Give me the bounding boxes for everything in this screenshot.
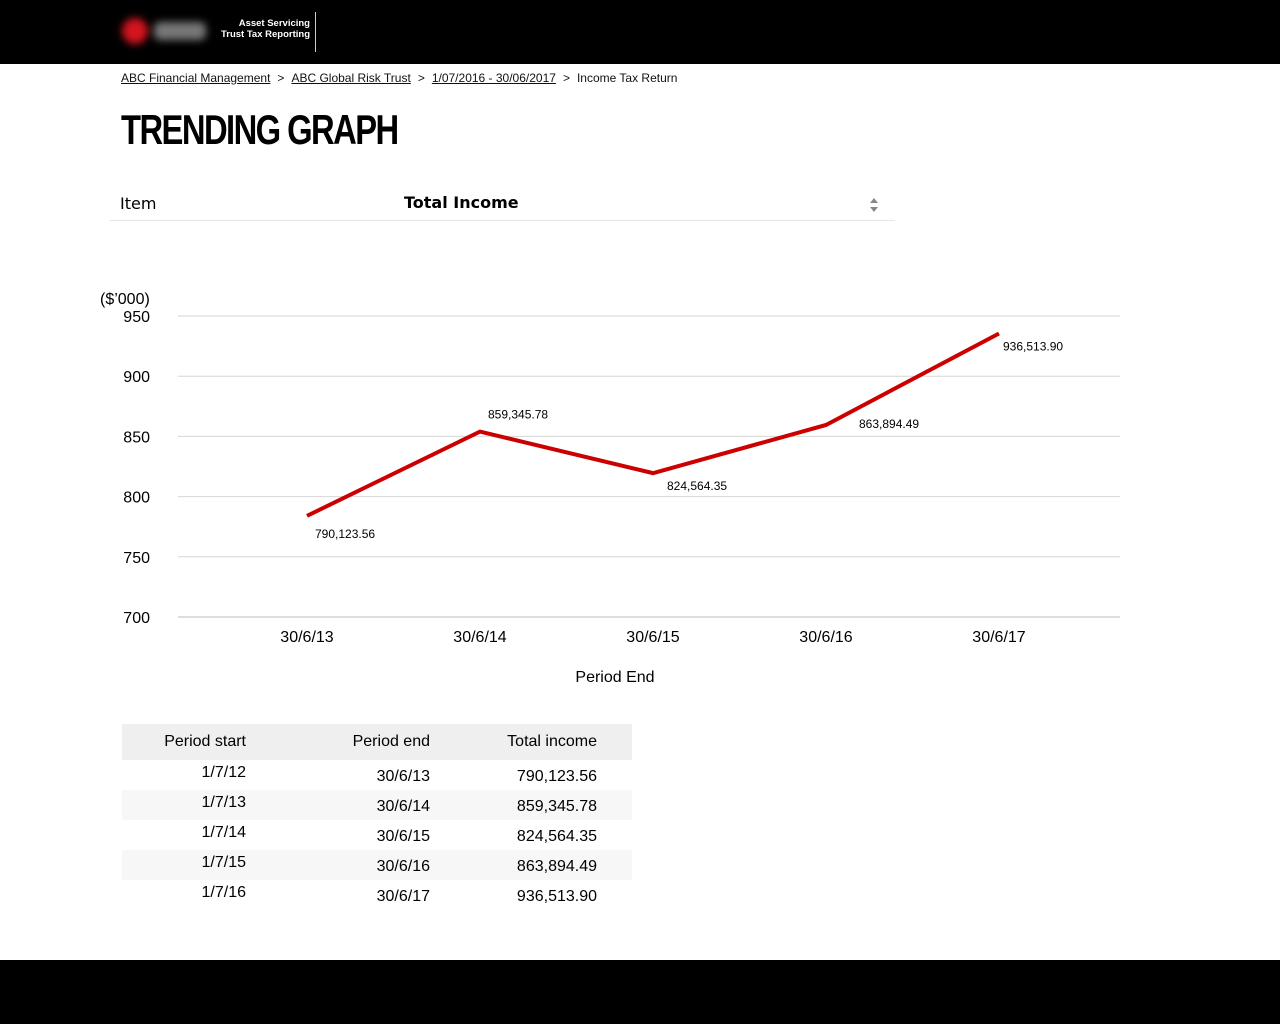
chart-data-labels: 790,123.56 859,345.78 824,564.35 863,894.49… bbox=[315, 339, 1063, 540]
product-name: Asset Servicing Trust Tax Reporting bbox=[214, 18, 310, 40]
chart-y-tick-label: 750 bbox=[123, 550, 150, 567]
chart-series bbox=[306, 331, 1000, 518]
cell-period-end: 30/6/17 bbox=[376, 888, 430, 905]
chart-x-tick-label: 30/6/15 bbox=[626, 629, 679, 646]
cell-total-income: 790,123.56 bbox=[516, 768, 597, 785]
chart-y-ticks: 700 750 800 850 900 950 bbox=[123, 309, 150, 627]
chart-y-tick-label: 950 bbox=[123, 309, 150, 326]
breadcrumb-separator: > bbox=[277, 71, 285, 85]
cell-period-end: 30/6/14 bbox=[376, 798, 430, 815]
chart-x-tick-label: 30/6/14 bbox=[453, 629, 506, 646]
item-select-value: Total Income bbox=[404, 193, 519, 212]
chart-x-axis-label: Period End bbox=[575, 669, 654, 686]
breadcrumb-link-period[interactable]: 1/07/2016 - 30/06/2017 bbox=[431, 71, 556, 85]
footer-bar bbox=[0, 960, 1280, 1024]
cell-period-start: 1/7/14 bbox=[201, 824, 246, 841]
table-row: 1/7/13 30/6/14 859,345.78 bbox=[122, 790, 632, 820]
column-header-period-start: Period start bbox=[122, 724, 246, 760]
table-header-row: Period start Period end Total income bbox=[122, 724, 632, 760]
cell-period-end: 30/6/16 bbox=[376, 858, 430, 875]
logo-wordmark bbox=[154, 22, 206, 40]
breadcrumb-link-trust[interactable]: ABC Global Risk Trust bbox=[291, 71, 411, 85]
cell-total-income: 824,564.35 bbox=[516, 828, 597, 845]
bank-logo[interactable] bbox=[118, 14, 210, 48]
cell-period-end: 30/6/13 bbox=[376, 768, 430, 785]
column-header-period-end: Period end bbox=[246, 724, 430, 760]
cell-total-income: 863,894.49 bbox=[516, 858, 597, 875]
chart-x-tick-label: 30/6/13 bbox=[280, 629, 333, 646]
chart-gridlines bbox=[178, 315, 1120, 618]
breadcrumb: ABC Financial Management > ABC Global Risk… bbox=[121, 71, 677, 85]
breadcrumb-separator: > bbox=[417, 71, 425, 85]
table-row: 1/7/15 30/6/16 863,894.49 bbox=[122, 850, 632, 880]
table-row: 1/7/16 30/6/17 936,513.90 bbox=[122, 880, 632, 910]
chart-y-tick-label: 700 bbox=[123, 610, 150, 627]
table-row: 1/7/14 30/6/15 824,564.35 bbox=[122, 820, 632, 850]
cell-period-start: 1/7/16 bbox=[201, 884, 246, 901]
table-row: 1/7/12 30/6/13 790,123.56 bbox=[122, 760, 632, 790]
column-header-total-income: Total income bbox=[430, 724, 632, 760]
sort-arrows-icon bbox=[870, 198, 878, 212]
header-divider bbox=[315, 12, 316, 52]
top-bar: Asset Servicing Trust Tax Reporting bbox=[0, 0, 1280, 64]
item-selector-row: Item Total Income bbox=[110, 186, 895, 221]
chart-y-tick-label: 900 bbox=[123, 369, 150, 386]
trend-chart: 700 750 800 850 900 950 30/6/13 30/6/14 30/6/15… bbox=[100, 291, 1120, 686]
cell-period-start: 1/7/15 bbox=[201, 854, 246, 871]
chart-data-label: 790,123.56 bbox=[315, 527, 375, 541]
breadcrumb-link-manager[interactable]: ABC Financial Management bbox=[121, 71, 271, 85]
cell-total-income: 936,513.90 bbox=[516, 888, 597, 905]
chart-y-axis-label: ($’000) bbox=[100, 291, 150, 308]
cell-period-end: 30/6/15 bbox=[376, 828, 430, 845]
chart-y-tick-label: 850 bbox=[123, 429, 150, 446]
chart-data-label: 936,513.90 bbox=[1003, 339, 1063, 353]
chart-x-tick-label: 30/6/16 bbox=[799, 629, 852, 646]
cell-period-start: 1/7/13 bbox=[201, 794, 246, 811]
chart-data-label: 859,345.78 bbox=[488, 408, 548, 422]
breadcrumb-separator: > bbox=[562, 71, 570, 85]
page-title: Trending Graph bbox=[121, 106, 399, 153]
product-line-1: Asset Servicing bbox=[238, 18, 310, 29]
breadcrumb-current: Income Tax Return bbox=[576, 71, 678, 85]
item-label: Item bbox=[120, 194, 157, 213]
chart-y-tick-label: 800 bbox=[123, 490, 150, 507]
product-line-2: Trust Tax Reporting bbox=[220, 29, 310, 40]
chart-data-label: 824,564.35 bbox=[667, 479, 727, 493]
cell-period-start: 1/7/12 bbox=[201, 764, 246, 781]
star-icon bbox=[122, 18, 148, 44]
item-select[interactable]: Total Income bbox=[400, 186, 885, 218]
chart-x-tick-label: 30/6/17 bbox=[972, 629, 1025, 646]
chart-data-label: 863,894.49 bbox=[859, 417, 919, 431]
income-table: Period start Period end Total income 1/7… bbox=[122, 724, 632, 910]
cell-total-income: 859,345.78 bbox=[516, 798, 597, 815]
chart-x-ticks: 30/6/13 30/6/14 30/6/15 30/6/16 30/6/17 bbox=[280, 629, 1025, 646]
